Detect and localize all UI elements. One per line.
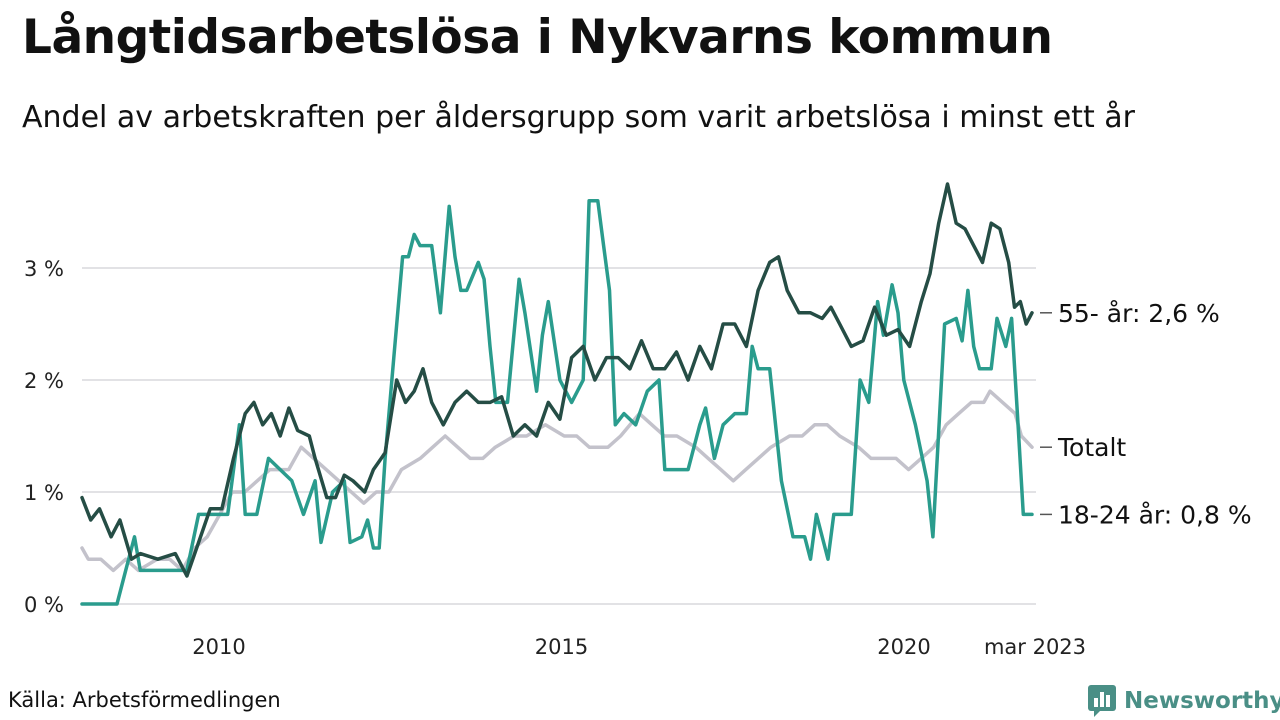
x-tick-labels: 2010 2015 2020 mar 2023 <box>192 635 1086 659</box>
x-tick-label: 2015 <box>535 635 588 659</box>
series-end-label: 18-24 år: 0,8 % <box>1058 500 1252 529</box>
y-tick-labels: 0 % 1 % 2 % 3 % <box>24 257 64 617</box>
series-end-label: Totalt <box>1057 433 1126 462</box>
y-tick-label: 1 % <box>24 481 64 505</box>
y-tick-label: 0 % <box>24 593 64 617</box>
series-end-label: 55- år: 2,6 % <box>1058 299 1220 328</box>
x-tick-label: 2010 <box>192 635 245 659</box>
x-tick-label: 2020 <box>877 635 930 659</box>
brand-name: Newsworthy <box>1124 688 1280 714</box>
source-note: Källa: Arbetsförmedlingen <box>8 688 281 712</box>
x-tick-label: mar 2023 <box>984 635 1086 659</box>
y-tick-label: 2 % <box>24 369 64 393</box>
chart-title: Långtidsarbetslösa i Nykvarns kommun <box>22 10 1053 65</box>
series-lines <box>80 182 1034 606</box>
gridlines <box>82 267 1036 605</box>
chart-subtitle: Andel av arbetskraften per åldersgrupp s… <box>22 100 1135 135</box>
bar-chart-icon <box>1088 685 1116 717</box>
series-line <box>80 199 1034 606</box>
y-tick-label: 3 % <box>24 257 64 281</box>
series-line <box>80 182 1034 578</box>
brand-logo[interactable]: Newsworthy <box>1088 684 1280 718</box>
series-line <box>80 389 1034 573</box>
series-end-labels: Totalt 18-24 år: 0,8 % 55- år: 2,6 % <box>1040 299 1252 529</box>
